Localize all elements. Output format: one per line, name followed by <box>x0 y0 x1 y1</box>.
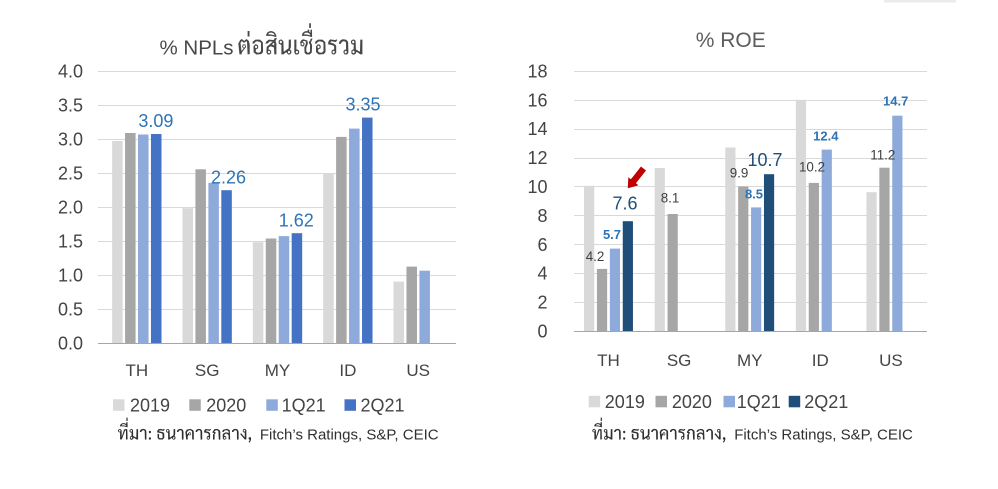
svg-text:4: 4 <box>537 264 547 284</box>
svg-text:TH: TH <box>125 361 148 380</box>
svg-text:1Q21: 1Q21 <box>282 395 326 415</box>
svg-text:10: 10 <box>527 177 547 197</box>
svg-text:10.7: 10.7 <box>747 150 782 170</box>
svg-text:3.0: 3.0 <box>58 130 83 150</box>
svg-text:ID: ID <box>812 351 829 370</box>
svg-text:12.4: 12.4 <box>813 129 839 144</box>
svg-text:2.0: 2.0 <box>58 198 83 218</box>
svg-text:% ROE: % ROE <box>696 29 766 52</box>
svg-text:SG: SG <box>195 361 220 380</box>
svg-text:16: 16 <box>527 90 547 110</box>
svg-text:1.5: 1.5 <box>58 232 83 252</box>
svg-text:1.62: 1.62 <box>279 210 314 230</box>
svg-text:US: US <box>406 361 430 380</box>
svg-text:7.6: 7.6 <box>612 194 637 214</box>
svg-text:2.5: 2.5 <box>58 164 83 184</box>
svg-text:ID: ID <box>339 361 356 380</box>
svg-text:0.5: 0.5 <box>58 300 83 320</box>
svg-text:8.5: 8.5 <box>745 187 763 202</box>
svg-text:1.0: 1.0 <box>58 266 83 286</box>
svg-text:14.7: 14.7 <box>883 94 908 109</box>
svg-text:3.5: 3.5 <box>58 96 83 116</box>
svg-text:8.1: 8.1 <box>661 191 680 206</box>
svg-text:Fitch’s Ratings, S&P, CEIC: Fitch’s Ratings, S&P, CEIC <box>734 427 913 444</box>
svg-text:3.35: 3.35 <box>345 95 380 115</box>
svg-text:11.2: 11.2 <box>870 148 895 163</box>
svg-text:0: 0 <box>537 322 547 342</box>
svg-text:6: 6 <box>537 235 547 255</box>
svg-text:2020: 2020 <box>206 395 246 415</box>
svg-text:2020: 2020 <box>672 392 712 412</box>
svg-text:2019: 2019 <box>130 395 170 415</box>
svg-text:% NPLs: % NPLs <box>160 37 234 60</box>
svg-text:TH: TH <box>597 351 620 370</box>
svg-text:5.7: 5.7 <box>603 227 621 242</box>
svg-text:MY: MY <box>265 361 291 380</box>
svg-text:2Q21: 2Q21 <box>361 395 405 415</box>
svg-text:2: 2 <box>537 293 547 313</box>
svg-text:SG: SG <box>667 351 692 370</box>
svg-text:2Q21: 2Q21 <box>804 392 848 412</box>
svg-text:0.0: 0.0 <box>58 334 83 354</box>
svg-text:MY: MY <box>737 351 763 370</box>
svg-text:9.9: 9.9 <box>730 166 749 181</box>
svg-text:4.0: 4.0 <box>58 62 83 82</box>
svg-text:4.2: 4.2 <box>586 249 605 264</box>
svg-text:14: 14 <box>527 119 547 139</box>
svg-text:8: 8 <box>537 206 547 226</box>
svg-text:18: 18 <box>527 61 547 81</box>
svg-text:Fitch’s Ratings, S&P, CEIC: Fitch’s Ratings, S&P, CEIC <box>260 427 439 444</box>
svg-text:10.2: 10.2 <box>799 160 825 175</box>
svg-text:US: US <box>879 351 903 370</box>
svg-text:3.09: 3.09 <box>138 111 173 131</box>
svg-text:1Q21: 1Q21 <box>737 392 781 412</box>
svg-text:2.26: 2.26 <box>211 167 246 187</box>
svg-text:2019: 2019 <box>605 392 645 412</box>
svg-text:12: 12 <box>527 148 547 168</box>
